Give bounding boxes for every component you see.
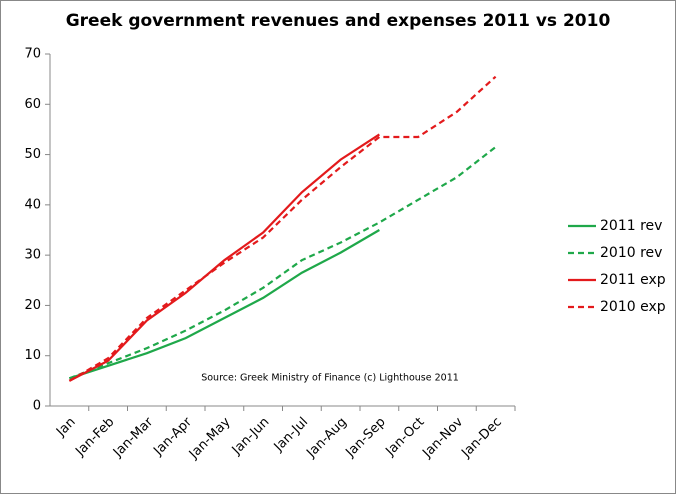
legend-label: 2011 rev [600, 218, 662, 234]
y-tick-label: 50 [24, 147, 41, 162]
y-tick-label: 70 [24, 47, 41, 62]
y-tick-label: 20 [24, 298, 41, 313]
chart-title: Greek government revenues and expenses 2… [66, 11, 611, 31]
series-line [68, 146, 497, 380]
series-line [68, 75, 497, 382]
y-tick-label: 0 [33, 399, 41, 414]
legend-label: 2010 rev [600, 245, 662, 261]
y-tick-label: 60 [24, 97, 41, 112]
annotation: Source: Greek Ministry of Finance (c) Li… [201, 373, 459, 384]
y-tick-label: 30 [24, 248, 41, 263]
series-line [68, 133, 380, 382]
y-tick-label: 10 [24, 348, 41, 363]
legend-label: 2010 exp [600, 299, 666, 315]
series-line [69, 229, 380, 380]
y-tick-label: 40 [24, 197, 41, 212]
legend-label: 2011 exp [600, 272, 666, 288]
